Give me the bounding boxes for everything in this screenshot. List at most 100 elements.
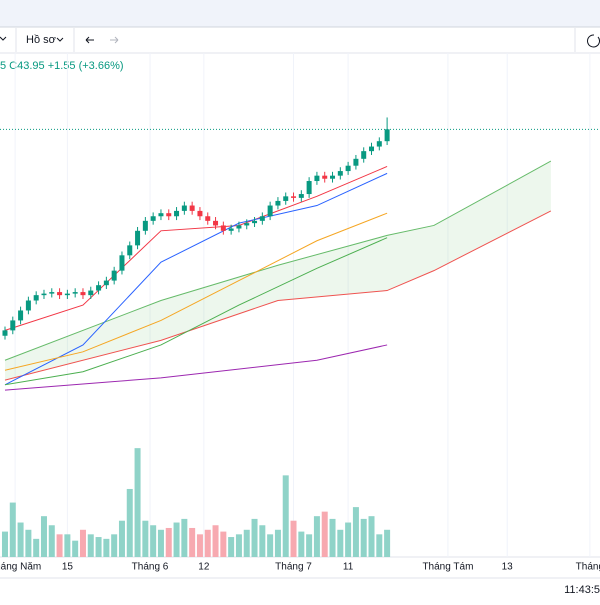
volume-bar (126, 488, 133, 557)
volume-bar (56, 534, 63, 557)
volume-bar (274, 529, 281, 557)
volume-bar (189, 527, 196, 557)
volume-bar (48, 525, 55, 557)
candle-body (96, 285, 102, 291)
candle-body (213, 220, 219, 226)
volume-bar (306, 534, 313, 557)
profile-button[interactable]: Hồ sơ (26, 34, 56, 46)
indicator-line (4, 344, 388, 391)
candle-body (306, 181, 312, 195)
volume-bar (173, 522, 180, 557)
candle-body (275, 200, 281, 206)
top-bar (0, 0, 600, 27)
volume-bar (17, 522, 24, 557)
candle-body (2, 330, 8, 336)
candle-body (181, 205, 187, 211)
candle-body (135, 230, 141, 246)
volume-bar (196, 534, 203, 557)
volume-bar (111, 534, 118, 557)
candle-body (283, 196, 289, 201)
clock: 11:43:5 (564, 584, 600, 596)
volume-bar (40, 516, 47, 557)
volume-bar (251, 518, 258, 557)
candle-body (57, 292, 63, 296)
x-tick-label: Tháng Tám (422, 562, 473, 573)
candle-body (33, 295, 39, 301)
candle-body (166, 213, 172, 217)
candle-body (322, 175, 328, 179)
candle-body (361, 151, 367, 159)
candle-body (64, 293, 70, 296)
candle-body (119, 255, 125, 271)
snapshot-button[interactable] (587, 34, 600, 48)
volume-bar (95, 537, 102, 557)
candle-body (111, 270, 117, 281)
volume-bar (25, 529, 32, 557)
candle-body (41, 293, 47, 296)
volume-bar (290, 520, 297, 557)
volume-bar (64, 534, 71, 557)
volume-bar (165, 527, 172, 557)
x-tick-label: 15 (62, 562, 74, 573)
volume-bar (181, 518, 188, 557)
volume-bar (384, 529, 391, 557)
volume-bar (134, 448, 141, 557)
volume-bar (259, 525, 266, 557)
redo-button[interactable] (110, 36, 119, 44)
candle-body (345, 165, 351, 172)
candle-body (220, 225, 226, 231)
cloud-lower (4, 210, 552, 381)
candle-body (337, 171, 343, 176)
volume-bar (329, 518, 336, 557)
candle-body (205, 216, 211, 221)
volume-bar (267, 534, 274, 557)
candle-body (291, 196, 297, 198)
cloud-area (4, 161, 551, 381)
volume-bar (103, 538, 110, 557)
candle-body (127, 245, 133, 256)
volume-bar (157, 529, 164, 557)
undo-button[interactable] (85, 36, 94, 44)
volume-bar (345, 522, 352, 557)
x-tick-label: Tháng 7 (275, 562, 312, 573)
candle-body (103, 280, 109, 286)
volume-bar (212, 525, 219, 557)
candle-body (353, 158, 359, 166)
x-tick-label: Tháng (576, 562, 600, 573)
dropdown-icon[interactable] (0, 36, 7, 41)
volume-bar (118, 520, 125, 557)
candle-body (314, 175, 320, 182)
volume-bar (228, 537, 235, 557)
candle-body (298, 194, 304, 198)
dropdown-icon[interactable] (56, 37, 64, 42)
candle-body (267, 205, 273, 217)
candle-body (18, 310, 24, 321)
candle-body (236, 225, 242, 229)
candle-body (10, 320, 16, 331)
volume-bar (352, 507, 359, 557)
volume-bar (337, 529, 344, 557)
volume-bar (298, 531, 305, 557)
candle-body (80, 292, 86, 296)
candle-body (158, 213, 164, 217)
volume-bar (142, 520, 149, 557)
candle-body (330, 175, 336, 179)
x-tick-label: 11 (343, 562, 354, 573)
volume-bar (79, 529, 86, 557)
volume-bar (72, 540, 79, 557)
volume-bar (313, 516, 320, 557)
indicator-line (4, 166, 388, 331)
candle-body (197, 210, 203, 217)
quote-text: 5 C43.95 +1.55 (+3.66%) (0, 60, 124, 72)
volume-bar (204, 529, 211, 557)
volume-bar (1, 531, 8, 557)
candle-body (384, 129, 390, 142)
candle-body (228, 228, 234, 231)
candle-body (25, 300, 31, 311)
candle-body (72, 292, 78, 294)
x-tick-label: 13 (502, 562, 514, 573)
candle-body (189, 205, 195, 211)
x-tick-label: 12 (198, 562, 210, 573)
